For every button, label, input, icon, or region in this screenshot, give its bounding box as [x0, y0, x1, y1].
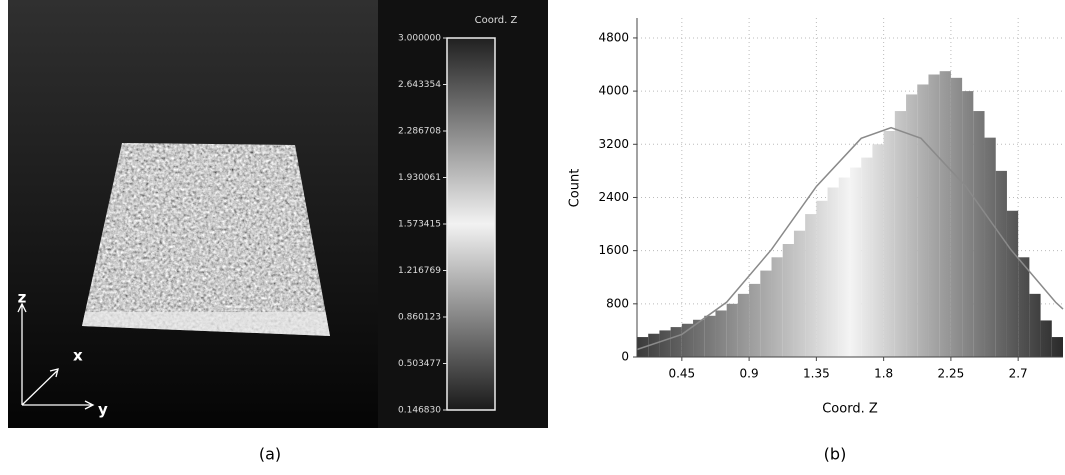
x-tick-label: 2.25 [938, 367, 965, 381]
bar [1040, 320, 1052, 357]
tick-label: 3.000000 [398, 34, 441, 44]
tick-label: 0.146830 [398, 406, 441, 416]
bar [861, 157, 873, 357]
bar [850, 167, 862, 357]
x-tick-label: 0.9 [740, 367, 759, 381]
bar [995, 170, 1007, 357]
bar [950, 77, 963, 357]
y-tick-label: 0 [621, 350, 629, 364]
bar [883, 131, 895, 357]
axis-label: z [18, 289, 27, 307]
bar [984, 137, 996, 357]
bar [670, 327, 682, 357]
y-tick-label: 800 [606, 296, 629, 310]
caption: (a) [259, 445, 281, 464]
bar [906, 94, 918, 358]
bar [1018, 257, 1030, 357]
bar [1006, 210, 1019, 357]
bar [760, 270, 772, 357]
bar [715, 310, 727, 357]
tick-label: 1.216769 [398, 266, 441, 276]
bar [962, 91, 974, 357]
x-tick-label: 0.45 [668, 367, 695, 381]
bar [827, 187, 839, 357]
colorbar [446, 37, 496, 411]
bar [973, 111, 985, 357]
bar [872, 144, 884, 357]
axis-label: y [98, 401, 108, 419]
tick-label: 2.643354 [398, 80, 441, 90]
y-axis-label: Count [568, 169, 583, 208]
x-axis-label: Coord. Z [822, 402, 878, 417]
bar [693, 319, 705, 357]
bar [816, 200, 828, 357]
bar [749, 283, 761, 357]
bar [939, 71, 951, 358]
bar [928, 74, 940, 357]
x-tick-label: 1.8 [874, 367, 893, 381]
bar [1029, 293, 1041, 357]
caption: (b) [824, 445, 847, 464]
tick-label: 1.573415 [398, 220, 441, 230]
bar [1051, 337, 1063, 357]
bar [771, 257, 783, 357]
bar [805, 214, 817, 357]
fit-line [636, 126, 1064, 351]
bar [917, 84, 929, 358]
surface [82, 143, 330, 336]
bar [793, 230, 806, 357]
bar [648, 333, 660, 357]
y-tick-label: 2400 [598, 190, 629, 204]
axes-triad [17, 302, 95, 410]
bar [737, 293, 750, 357]
bar [659, 330, 671, 357]
bar [894, 111, 907, 357]
bar [726, 303, 738, 357]
tick-label: 0.503477 [398, 359, 441, 369]
tick-label: 2.286708 [398, 126, 441, 136]
y-tick-label: 4000 [598, 84, 629, 98]
y-tick-label: 3200 [598, 137, 629, 151]
x-tick-label: 2.7 [1009, 367, 1028, 381]
y-tick-label: 4800 [598, 30, 629, 44]
bar [704, 315, 716, 357]
bar [782, 244, 794, 357]
tick-label: 1.930061 [398, 173, 441, 183]
y-tick-label: 1600 [598, 243, 629, 257]
bar [681, 323, 694, 357]
bar [838, 177, 850, 357]
tick-label: 0.860123 [398, 312, 441, 322]
colorbar-title: Coord. Z [475, 15, 518, 26]
x-tick-label: 1.35 [803, 367, 830, 381]
axis-label: x [73, 347, 83, 365]
